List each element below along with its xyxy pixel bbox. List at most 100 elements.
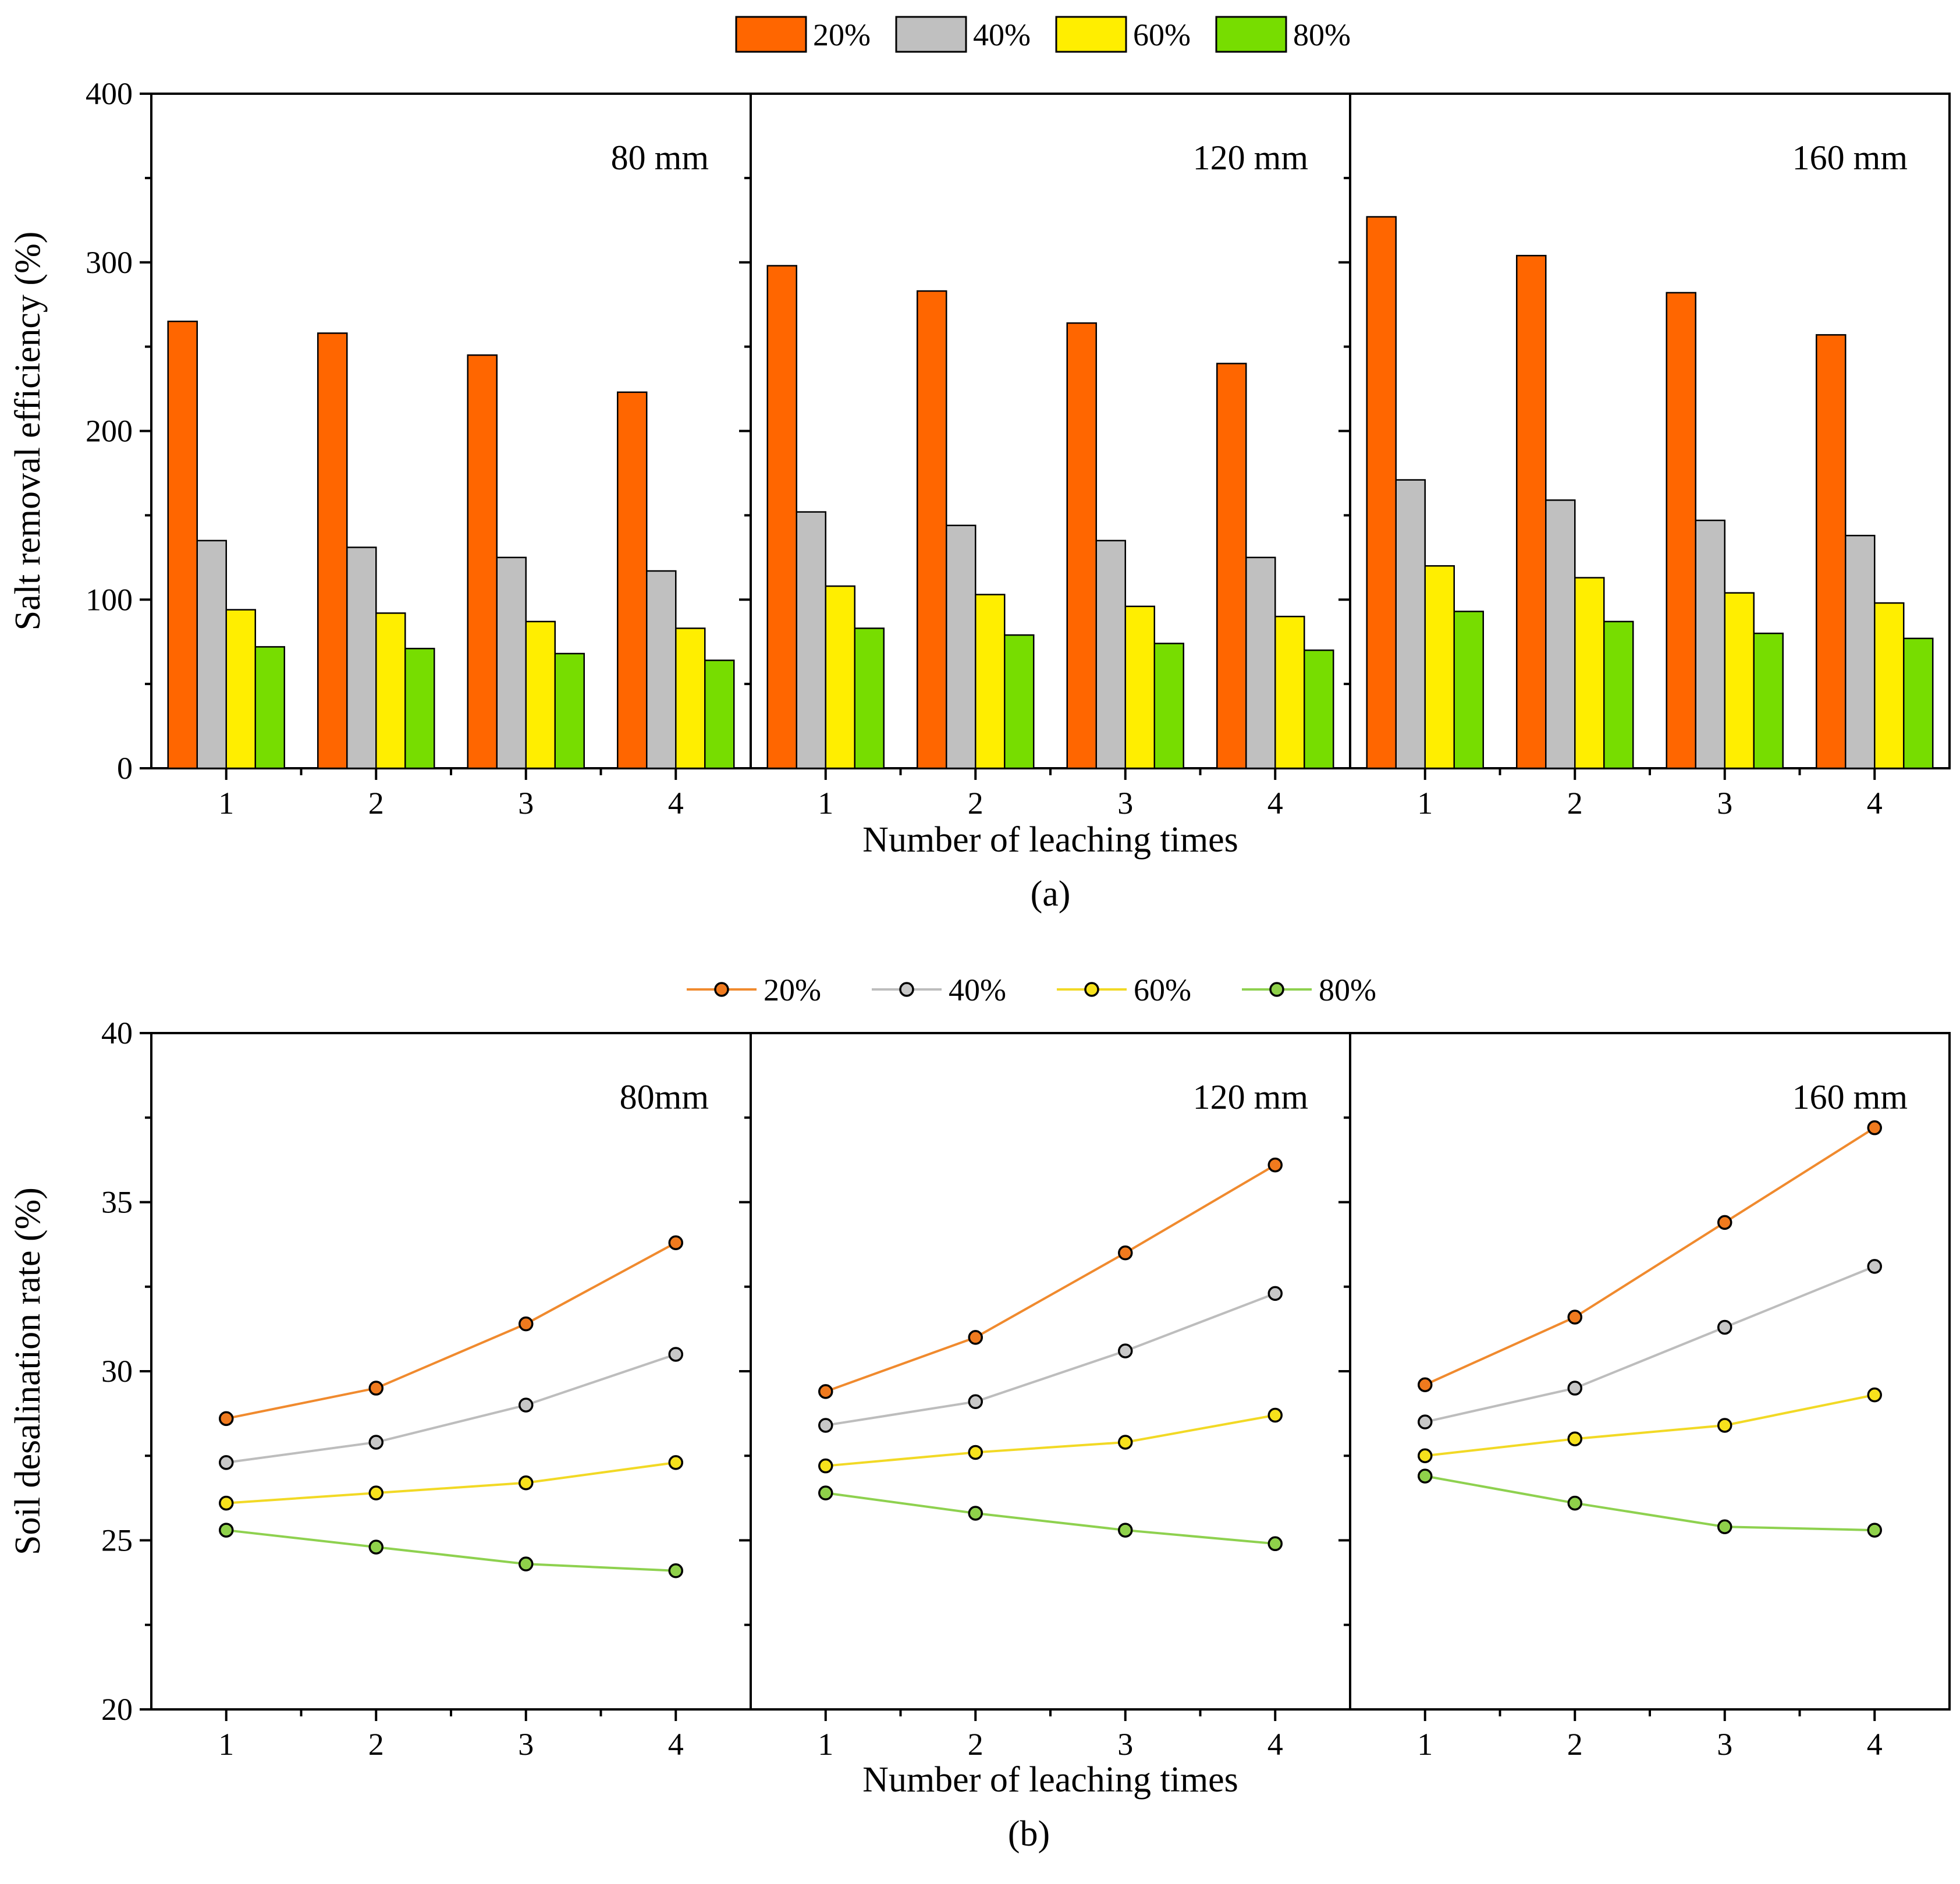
x-tick-label: 1: [218, 786, 234, 821]
bar-60pct-4: [1274, 615, 1305, 769]
x-tick-label: 3: [518, 786, 534, 821]
point-40pct-1: [818, 1418, 833, 1433]
bar-40pct-1: [1395, 479, 1426, 769]
panel-frame: [750, 1032, 1351, 1711]
legend-label: 80%: [1319, 973, 1376, 1007]
point-80pct-2: [1567, 1495, 1582, 1511]
legend-label: 80%: [1293, 17, 1351, 52]
bar-80pct-4: [1903, 637, 1934, 769]
point-60pct-4: [1267, 1407, 1283, 1423]
bar-80pct-2: [404, 648, 435, 769]
legend-label: 60%: [1134, 973, 1191, 1007]
bar-40pct-3: [1695, 519, 1725, 769]
bar-20pct-3: [1666, 292, 1696, 769]
series-line-60pct: [1425, 1393, 1875, 1457]
bar-60pct-1: [825, 585, 855, 769]
series-line-20pct: [226, 1241, 677, 1420]
point-40pct-2: [968, 1394, 983, 1410]
legend-marker: [1084, 982, 1099, 997]
bar-20pct-1: [1366, 216, 1397, 769]
point-80pct-4: [1867, 1523, 1882, 1538]
point-20pct-3: [519, 1316, 534, 1332]
panel-title: 120 mm: [1193, 1078, 1308, 1116]
point-20pct-1: [1418, 1377, 1433, 1392]
point-60pct-2: [368, 1485, 384, 1500]
series-line-60pct: [226, 1461, 676, 1505]
bar-40pct-1: [796, 511, 826, 769]
legend: 20% 40% 60% 80%: [735, 16, 1351, 53]
bar-20pct-2: [917, 290, 947, 769]
bar-20pct-3: [1066, 322, 1097, 769]
y-tick-label: 20: [101, 1692, 133, 1727]
y-axis: 20 25 30 35 40: [101, 1016, 151, 1727]
bar-80pct-4: [704, 659, 735, 769]
bar-40pct-4: [1245, 556, 1276, 769]
panel-frame: [150, 1032, 752, 1711]
panel-tag: (b): [1008, 1814, 1050, 1854]
panel-3: 1 2 3 4 160 mm: [1338, 93, 1951, 821]
chart-b: 20% 40% 60% 80% 20 25 30 35 40 Soil desalination …: [8, 973, 1951, 1854]
bar-80pct-3: [1753, 632, 1784, 769]
panel-2: 1 2 3 4 120 mm: [739, 93, 1351, 821]
legend-label: 20%: [764, 973, 821, 1007]
point-60pct-2: [1567, 1431, 1582, 1446]
legend-swatch: [735, 16, 807, 53]
x-tick-label: 2: [1567, 1727, 1583, 1762]
x-tick-label: 1: [1417, 786, 1433, 821]
point-60pct-2: [968, 1445, 983, 1460]
point-80pct-1: [1418, 1468, 1433, 1484]
y-axis-title: Salt removal efficiency (%): [8, 232, 48, 631]
bar-20pct-2: [1516, 254, 1547, 769]
y-tick-label: 200: [86, 414, 133, 449]
panel-3: 1 2 3 4 160 mm: [1338, 1032, 1951, 1762]
x-tick-label: 1: [818, 786, 833, 821]
point-20pct-2: [368, 1381, 384, 1396]
bar-60pct-3: [1724, 592, 1755, 769]
point-80pct-2: [968, 1506, 983, 1521]
panel-frame: [1349, 1032, 1951, 1711]
point-60pct-4: [1867, 1387, 1882, 1403]
legend: 20% 40% 60% 80%: [687, 973, 1376, 1007]
legend-marker: [1269, 982, 1284, 997]
y-tick-label: 400: [86, 76, 133, 111]
legend-label: 40%: [949, 973, 1006, 1007]
point-60pct-1: [818, 1458, 833, 1474]
point-80pct-1: [818, 1485, 833, 1500]
bar-20pct-2: [317, 332, 348, 769]
x-axis-title: Number of leaching times: [862, 820, 1238, 860]
x-tick-label: 2: [368, 1727, 384, 1762]
bar-80pct-1: [1453, 611, 1484, 769]
x-tick-label: 1: [218, 1727, 234, 1762]
point-60pct-4: [668, 1455, 683, 1470]
point-40pct-2: [368, 1435, 384, 1450]
point-20pct-1: [818, 1384, 833, 1399]
point-40pct-1: [1418, 1414, 1433, 1429]
bar-80pct-2: [1004, 634, 1035, 769]
panel-1: 1 2 3 4 80mm: [150, 1032, 752, 1762]
point-80pct-4: [1267, 1536, 1283, 1552]
point-80pct-3: [1118, 1523, 1133, 1538]
series-line-40pct: [226, 1353, 676, 1464]
series-line-80pct: [226, 1529, 676, 1572]
bar-60pct-2: [375, 612, 406, 769]
chart-a: 20% 40% 60% 80% 0 100 200 300 400 Salt removal ef…: [8, 16, 1951, 914]
legend-label: 20%: [813, 17, 871, 52]
x-tick-label: 3: [518, 1727, 534, 1762]
bar-60pct-4: [1874, 602, 1905, 769]
x-tick-label: 3: [1117, 1727, 1133, 1762]
point-40pct-4: [668, 1347, 683, 1362]
bar-20pct-4: [1816, 334, 1847, 769]
x-tick-label: 4: [1867, 1727, 1883, 1762]
panel-2: 1 2 3 4 120 mm: [739, 1032, 1351, 1762]
y-tick-label: 300: [86, 245, 133, 280]
point-60pct-3: [1118, 1435, 1133, 1450]
bar-60pct-2: [975, 594, 1006, 769]
bar-80pct-2: [1603, 620, 1634, 769]
point-80pct-1: [219, 1523, 234, 1538]
bar-40pct-2: [946, 524, 977, 769]
point-40pct-1: [219, 1455, 234, 1470]
y-axis: 0 100 200 300 400: [86, 76, 151, 786]
x-axis-title: Number of leaching times: [862, 1760, 1238, 1800]
point-40pct-2: [1567, 1381, 1582, 1396]
